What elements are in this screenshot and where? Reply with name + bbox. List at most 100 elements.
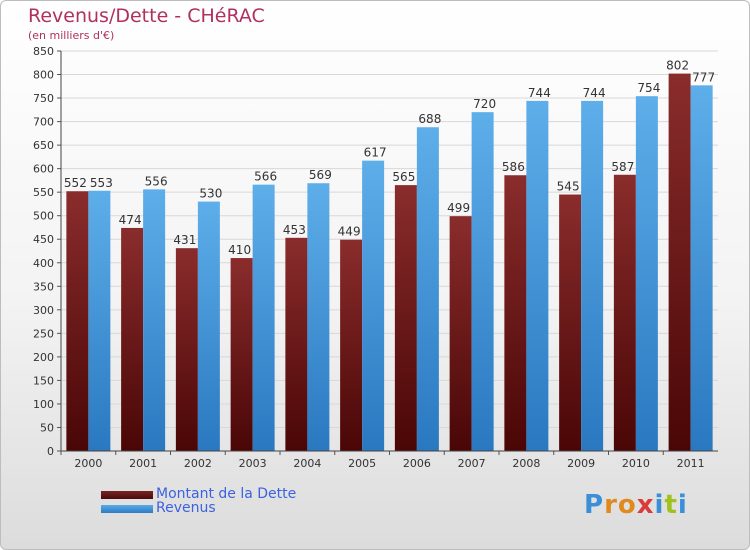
x-tick-label: 2003: [239, 457, 267, 470]
data-label-dette-2011: 802: [666, 59, 689, 73]
y-tick-label: 200: [33, 351, 54, 364]
y-tick-label: 600: [33, 163, 54, 176]
legend-label-dette: Montant de la Dette: [156, 486, 297, 502]
bar-revenus-2006: [416, 127, 439, 451]
bar-dette-2000: [66, 191, 89, 451]
bar-revenus-2004: [307, 183, 330, 451]
x-tick-label: 2011: [677, 457, 705, 470]
bar-dette-2003: [230, 258, 253, 451]
x-axis-ticks: 2000 2001 2002 2003 2004 2005 2006 2007 2008 2009…: [60, 451, 705, 470]
y-tick-label: 650: [33, 139, 54, 152]
legend-swatch-revenus: [101, 505, 153, 513]
y-axis-ticks: 0 50 100 150 200 250 300 350 400 450 500 550 600 650 7…: [33, 45, 61, 458]
bar-dette-2001: [121, 227, 144, 451]
bar-revenus-2000: [88, 190, 111, 451]
data-label-revenus-2000: 553: [90, 176, 113, 190]
data-label-dette-2002: 431: [173, 233, 196, 247]
bar-dette-2010: [613, 174, 636, 451]
bar-revenus-2003: [252, 184, 275, 451]
y-tick-label: 450: [33, 233, 54, 246]
proxiti-logo: Proxiti: [584, 490, 688, 520]
data-label-revenus-2001: 556: [145, 174, 168, 188]
data-label-revenus-2003: 566: [254, 170, 277, 184]
data-label-revenus-2006: 688: [418, 112, 441, 126]
data-label-dette-2005: 449: [338, 225, 361, 239]
data-label-dette-2000: 552: [64, 176, 87, 190]
data-label-revenus-2002: 530: [199, 187, 222, 201]
x-tick-label: 2004: [293, 457, 321, 470]
bar-dette-2009: [559, 194, 582, 451]
data-label-revenus-2010: 754: [637, 81, 660, 95]
bar-revenus-2010: [635, 96, 658, 452]
y-tick-label: 550: [33, 186, 54, 199]
data-label-dette-2006: 565: [392, 170, 415, 184]
legend-swatch-dette: [101, 491, 153, 499]
bar-dette-2008: [504, 175, 527, 451]
data-label-revenus-2004: 569: [309, 168, 332, 182]
y-tick-label: 700: [33, 116, 54, 129]
legend-label-revenus: Revenus: [156, 500, 216, 516]
x-tick-label: 2000: [74, 457, 102, 470]
y-tick-label: 350: [33, 280, 54, 293]
bar-revenus-2005: [362, 160, 385, 451]
x-tick-label: 2009: [567, 457, 595, 470]
x-tick-label: 2002: [184, 457, 212, 470]
brand-letter: i: [654, 490, 665, 520]
gridlines: [61, 50, 718, 452]
data-label-dette-2007: 499: [447, 201, 470, 215]
bar-revenus-2002: [197, 201, 220, 451]
y-tick-label: 850: [33, 45, 54, 58]
data-label-dette-2001: 474: [119, 213, 142, 227]
x-tick-label: 2001: [129, 457, 157, 470]
bar-dette-2006: [394, 185, 417, 451]
y-tick-label: 100: [33, 398, 54, 411]
bar-revenus-2009: [581, 100, 604, 451]
brand-letter: i: [677, 490, 688, 520]
y-tick-label: 300: [33, 304, 54, 317]
data-label-dette-2009: 545: [557, 180, 580, 194]
data-labels: 552 553 474 556 431 530 410 566 453 569 449 617 565 6…: [64, 59, 715, 257]
chart-subtitle: (en milliers d'€): [28, 29, 115, 42]
y-tick-label: 0: [47, 445, 54, 458]
y-tick-label: 400: [33, 257, 54, 270]
y-tick-label: 500: [33, 210, 54, 223]
bars: [66, 73, 713, 452]
x-tick-label: 2005: [348, 457, 376, 470]
y-tick-label: 150: [33, 374, 54, 387]
x-tick-label: 2006: [403, 457, 431, 470]
bar-revenus-2008: [526, 100, 549, 451]
bar-revenus-2011: [690, 85, 713, 452]
y-tick-label: 250: [33, 327, 54, 340]
x-tick-label: 2007: [458, 457, 486, 470]
brand-letter: t: [664, 490, 678, 520]
data-label-revenus-2007: 720: [473, 97, 496, 111]
y-tick-label: 800: [33, 69, 54, 82]
bar-revenus-2007: [471, 112, 494, 452]
y-tick-label: 50: [40, 421, 54, 434]
bar-dette-2002: [175, 248, 198, 451]
data-label-revenus-2011: 777: [692, 70, 715, 84]
data-label-dette-2010: 587: [611, 160, 634, 174]
bar-dette-2004: [285, 237, 308, 451]
data-label-dette-2008: 586: [502, 160, 525, 174]
data-label-dette-2004: 453: [283, 223, 306, 237]
bar-dette-2007: [449, 216, 472, 451]
chart-title: Revenus/Dette - CHéRAC: [28, 5, 265, 27]
y-tick-label: 750: [33, 92, 54, 105]
brand-letter: o: [617, 490, 637, 520]
bar-dette-2005: [340, 239, 363, 451]
data-label-revenus-2008: 744: [528, 86, 551, 100]
brand-letter: P: [584, 490, 605, 520]
brand-letter: x: [636, 490, 655, 520]
brand-letter: r: [604, 490, 618, 520]
data-label-revenus-2005: 617: [364, 146, 387, 160]
x-tick-label: 2008: [512, 457, 540, 470]
x-tick-label: 2010: [622, 457, 650, 470]
data-label-revenus-2009: 744: [583, 86, 606, 100]
data-label-dette-2003: 410: [228, 243, 251, 257]
bar-dette-2011: [668, 73, 691, 452]
bar-revenus-2001: [143, 189, 166, 451]
axes: [60, 51, 718, 452]
